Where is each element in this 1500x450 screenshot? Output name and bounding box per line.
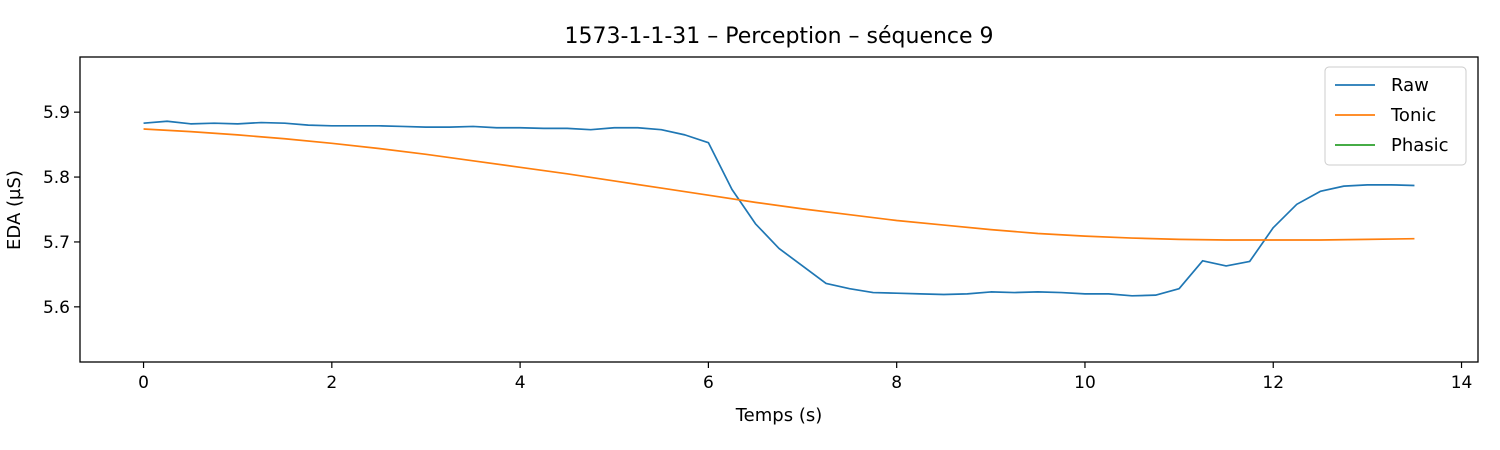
series-line-raw bbox=[143, 120, 1415, 297]
legend-label-phasic: Phasic bbox=[1391, 135, 1449, 156]
x-tick-label: 4 bbox=[515, 373, 526, 393]
plot-area bbox=[143, 120, 1415, 297]
y-tick-label: 5.7 bbox=[43, 233, 70, 253]
y-axis-label: EDA (µS) bbox=[4, 170, 25, 250]
legend: Raw Tonic Phasic bbox=[1324, 66, 1467, 166]
x-tick-label: 6 bbox=[703, 373, 714, 393]
y-tick-label: 5.9 bbox=[43, 103, 70, 123]
y-tick-label: 5.6 bbox=[43, 298, 70, 318]
x-tick-label: 14 bbox=[1451, 373, 1473, 393]
x-tick-label: 8 bbox=[891, 373, 902, 393]
x-tick-label: 2 bbox=[326, 373, 337, 393]
x-tick-label: 10 bbox=[1074, 373, 1096, 393]
y-tick-label: 5.8 bbox=[43, 168, 70, 188]
x-axis-label: Temps (s) bbox=[735, 405, 823, 426]
legend-box bbox=[1324, 66, 1467, 166]
legend-label-tonic: Tonic bbox=[1390, 105, 1436, 126]
x-tick-label: 0 bbox=[138, 373, 149, 393]
plot-frame bbox=[79, 56, 1479, 363]
legend-label-raw: Raw bbox=[1391, 75, 1429, 96]
series-line-tonic bbox=[143, 128, 1415, 241]
x-tick-label: 12 bbox=[1262, 373, 1284, 393]
x-axis: 0 2 4 6 8 10 12 14 bbox=[138, 362, 1472, 393]
y-axis: 5.6 5.7 5.8 5.9 bbox=[43, 103, 80, 318]
chart-title: 1573-1-1-31 – Perception – séquence 9 bbox=[564, 24, 993, 49]
